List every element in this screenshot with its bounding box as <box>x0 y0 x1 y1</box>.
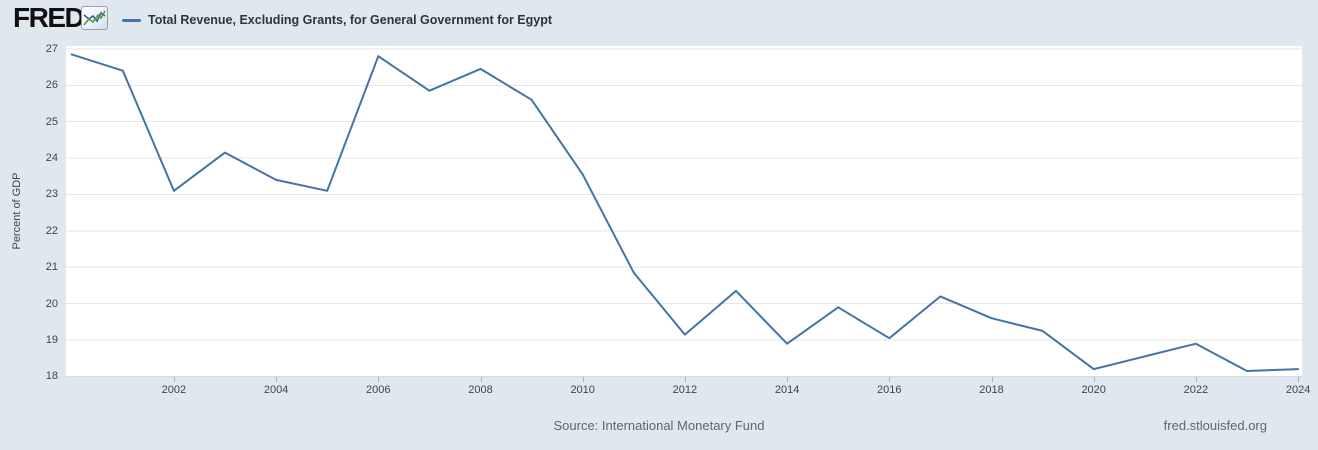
x-tick-label: 2014 <box>774 384 800 396</box>
x-tick-label: 2004 <box>263 384 289 396</box>
y-axis: 18 19 20 21 22 23 24 25 26 27 <box>0 42 58 383</box>
y-tick-label: 26 <box>45 79 58 92</box>
y-tick-label: 23 <box>45 188 58 201</box>
fred-logo[interactable]: FRED ® <box>13 2 90 33</box>
line-chart <box>66 48 1302 372</box>
x-tick-label: 2020 <box>1081 384 1106 396</box>
legend-series-dash <box>122 18 141 22</box>
source-note: Source: International Monetary Fund <box>553 418 765 433</box>
y-tick-label: 27 <box>45 42 58 55</box>
x-tick-mark <box>378 377 380 382</box>
x-tick-mark <box>889 377 891 382</box>
y-tick-label: 19 <box>45 334 58 347</box>
x-tick-mark <box>787 377 789 382</box>
x-tick-mark <box>276 377 278 382</box>
x-tick-label: 2022 <box>1183 384 1209 396</box>
chart-legend: Total Revenue, Excluding Grants, for Gen… <box>122 0 552 40</box>
y-tick-label: 18 <box>45 370 58 383</box>
x-tick-mark <box>582 377 584 382</box>
x-tick-label: 2018 <box>979 384 1004 396</box>
x-tick-mark <box>684 377 686 382</box>
x-tick-label: 2012 <box>672 384 698 396</box>
fred-site-link[interactable]: fred.stlouisfed.org <box>1163 418 1267 433</box>
x-tick-label: 2024 <box>1285 384 1311 396</box>
x-tick-label: 2008 <box>468 384 493 396</box>
fred-graph-icon-svg <box>83 10 106 26</box>
fred-graph-icon[interactable] <box>81 6 108 30</box>
x-tick-label: 2002 <box>161 384 187 396</box>
x-tick-mark <box>480 377 482 382</box>
x-axis: 2002 2004 2006 2008 2010 2012 2014 2016 2018 2020… <box>66 376 1310 398</box>
y-tick-label: 21 <box>45 261 58 274</box>
x-tick-label: 2006 <box>366 384 391 396</box>
plot-area <box>66 46 1302 377</box>
x-tick-mark <box>1298 377 1300 382</box>
fred-logo-text: FRED <box>13 2 85 33</box>
y-tick-label: 20 <box>45 297 58 310</box>
x-tick-mark <box>173 377 175 382</box>
y-tick-label: 25 <box>45 115 58 128</box>
x-tick-mark <box>1093 377 1095 382</box>
x-tick-mark <box>991 377 993 382</box>
x-tick-label: 2010 <box>570 384 595 396</box>
y-tick-label: 22 <box>45 224 58 237</box>
legend-series-label[interactable]: Total Revenue, Excluding Grants, for Gen… <box>148 13 553 27</box>
x-tick-mark <box>1195 377 1197 382</box>
x-tick-label: 2016 <box>877 384 902 396</box>
y-tick-label: 24 <box>45 152 58 165</box>
revenue-line-series <box>70 53 1300 372</box>
